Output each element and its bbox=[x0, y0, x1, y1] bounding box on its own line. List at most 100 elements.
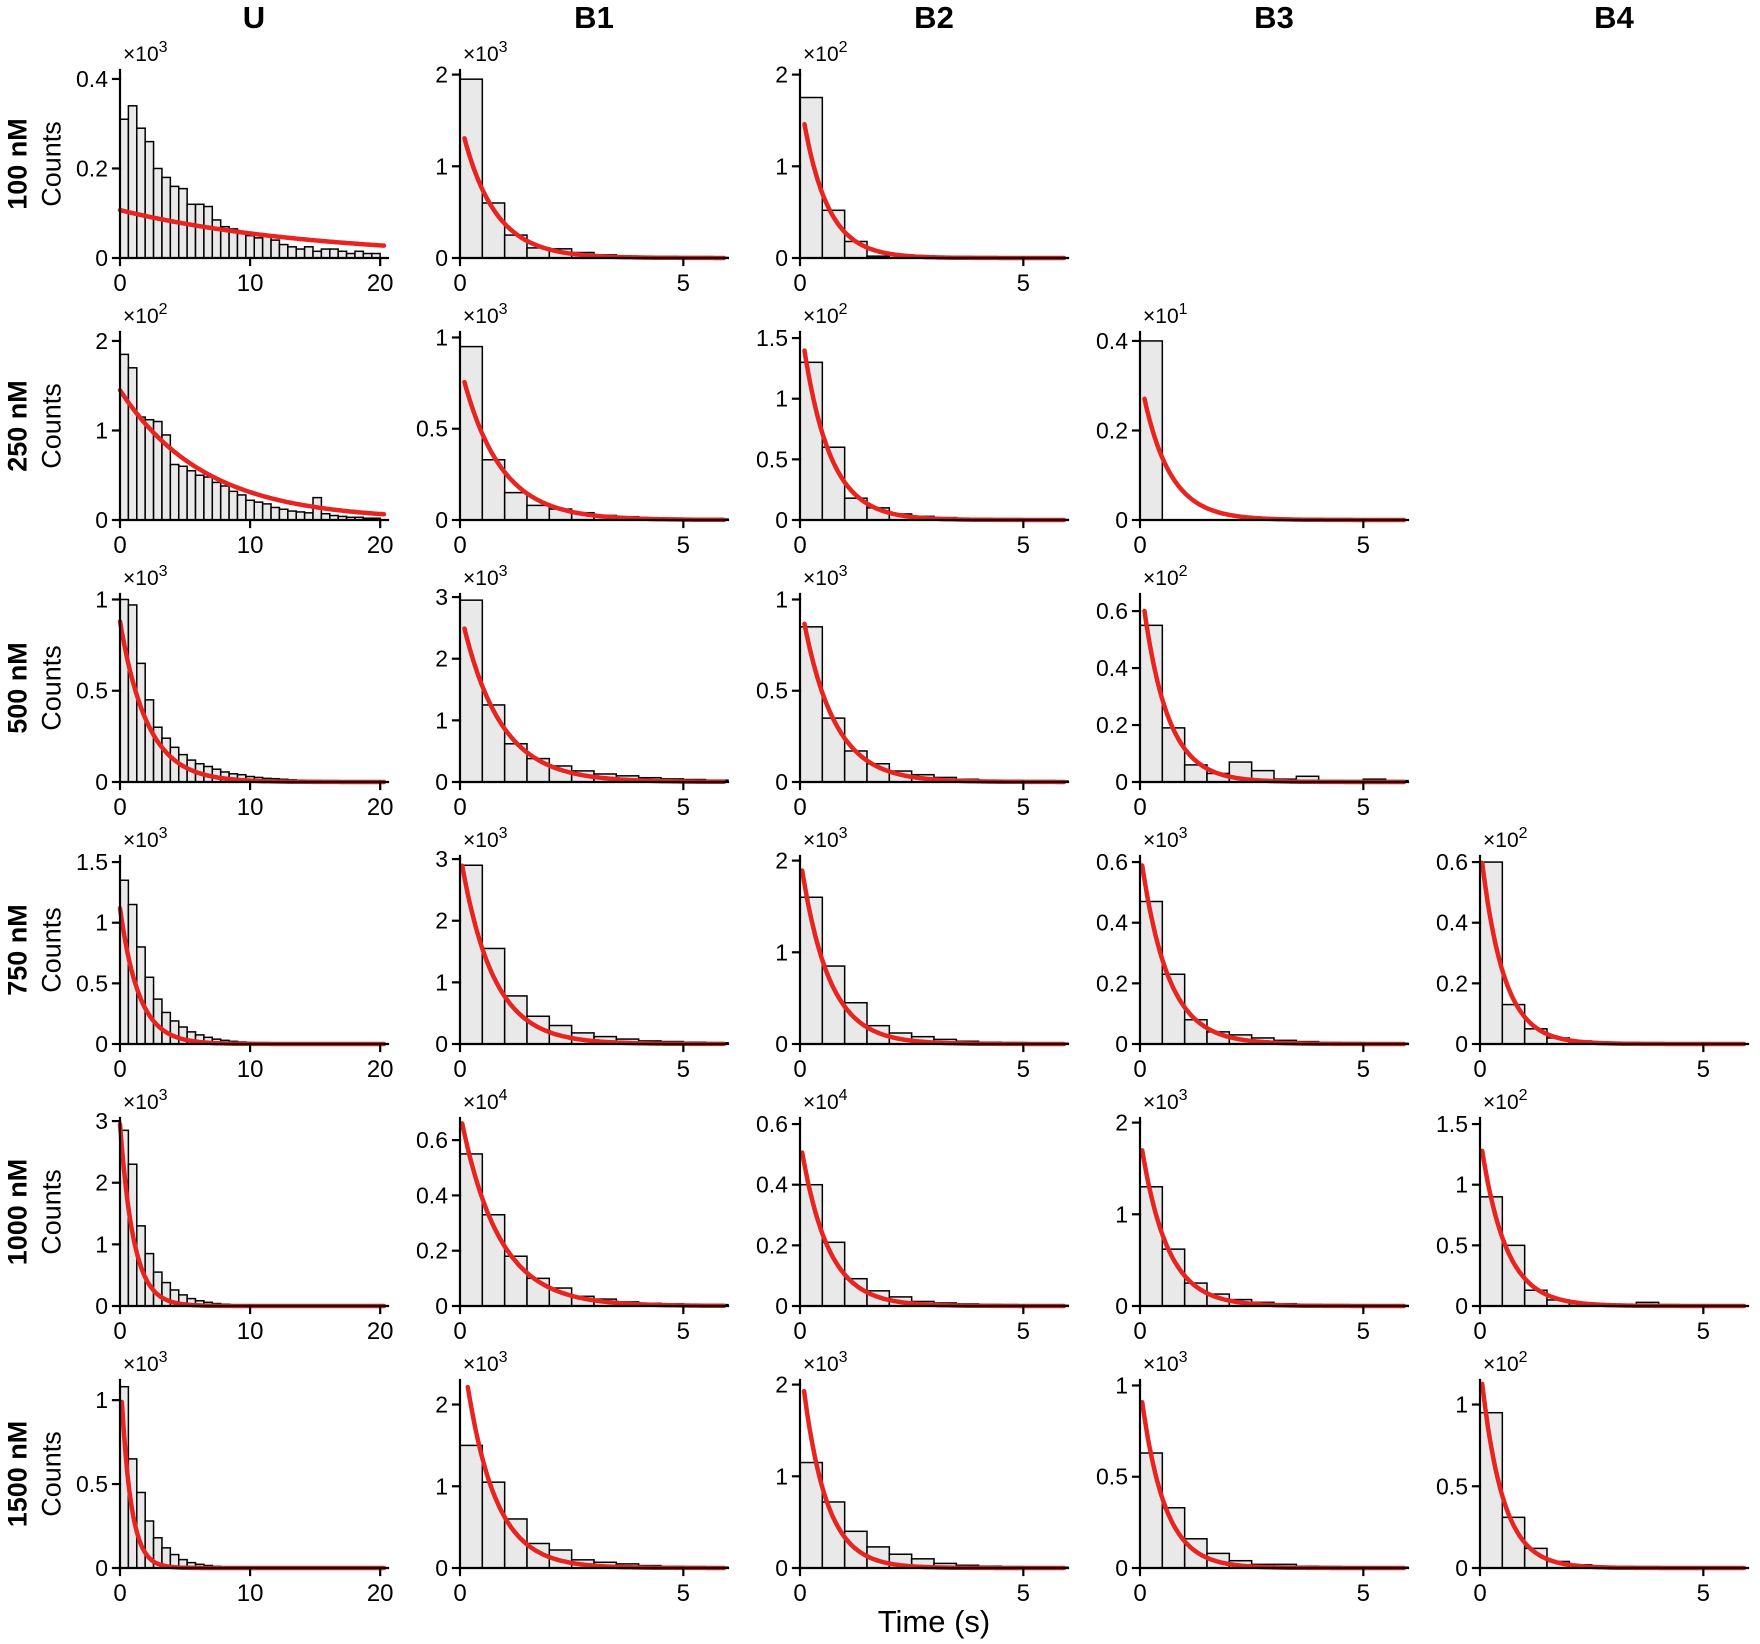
panel-750nM-B1: 0 1 2 3 0 5 ×103 bbox=[435, 825, 730, 1083]
histogram-bar bbox=[278, 508, 289, 521]
histogram-bar bbox=[194, 203, 205, 259]
x-tick-label: 5 bbox=[677, 1056, 690, 1083]
y-tick-label: 0.6 bbox=[416, 1127, 448, 1153]
y-tick-label: 0.5 bbox=[76, 970, 108, 996]
x-tick-label: 5 bbox=[1697, 1056, 1710, 1083]
axes bbox=[1131, 592, 1410, 791]
y-axis-multiplier: ×102 bbox=[803, 39, 848, 66]
row-label-250nM: 250 nM bbox=[2, 380, 33, 472]
axes bbox=[111, 854, 390, 1053]
y-tick-label: 2 bbox=[435, 1392, 448, 1418]
y-axis-multiplier: ×103 bbox=[463, 1349, 508, 1376]
axes bbox=[111, 1116, 390, 1315]
histogram-bar bbox=[127, 105, 138, 259]
y-tick-label: 0.2 bbox=[1096, 417, 1128, 443]
axes bbox=[1131, 330, 1410, 529]
y-tick-label: 0.5 bbox=[76, 678, 108, 704]
histogram-bar bbox=[136, 662, 146, 783]
axes bbox=[451, 1116, 730, 1315]
histogram-bar bbox=[186, 203, 197, 259]
x-tick-label: 0 bbox=[453, 270, 466, 297]
y-tick-label: 2 bbox=[435, 62, 448, 88]
y-tick-label: 0.2 bbox=[756, 1232, 788, 1258]
x-tick-label: 5 bbox=[1017, 1580, 1030, 1607]
y-tick-label: 0 bbox=[1115, 1293, 1128, 1319]
y-tick-label: 0 bbox=[775, 507, 788, 533]
x-tick-label: 5 bbox=[1697, 1318, 1710, 1345]
histogram-bar bbox=[1161, 727, 1186, 783]
column-header-B4: B4 bbox=[1594, 0, 1634, 35]
y-tick-label: 0 bbox=[95, 1293, 108, 1319]
histogram-bar bbox=[287, 246, 297, 259]
x-tick-label: 10 bbox=[237, 270, 264, 297]
y-tick-label: 0 bbox=[775, 1293, 788, 1319]
y-axis-multiplier: ×103 bbox=[463, 39, 508, 66]
y-tick-label: 0.4 bbox=[1096, 328, 1128, 354]
y-axis-multiplier: ×103 bbox=[463, 825, 508, 852]
histogram-bar bbox=[253, 501, 264, 521]
x-tick-label: 20 bbox=[367, 270, 394, 297]
panel-250nM-B3: 0 0.2 0.4 0 5 ×101 bbox=[1096, 301, 1410, 559]
axes bbox=[451, 592, 730, 791]
y-tick-label: 0 bbox=[775, 769, 788, 795]
y-axis-multiplier: ×102 bbox=[1483, 825, 1528, 852]
panel-1500nM-B2: 0 1 2 0 5 ×103 bbox=[775, 1349, 1070, 1607]
histogram-bar bbox=[459, 864, 484, 1045]
x-tick-label: 0 bbox=[1473, 1318, 1486, 1345]
x-tick-label: 0 bbox=[113, 1580, 126, 1607]
x-tick-label: 5 bbox=[1017, 1318, 1030, 1345]
row-label-500nM: 500 nM bbox=[2, 642, 33, 734]
histogram-bar bbox=[261, 503, 272, 521]
panel-750nM-B2: 0 1 2 0 5 ×103 bbox=[775, 825, 1070, 1083]
x-tick-label: 0 bbox=[1133, 1056, 1146, 1083]
x-tick-label: 0 bbox=[453, 1580, 466, 1607]
panel-100nM-B1: 0 1 2 0 5 ×103 bbox=[435, 39, 730, 297]
panel-100nM-B2: 0 1 2 0 5 ×102 bbox=[775, 39, 1070, 297]
column-header-B3: B3 bbox=[1254, 0, 1294, 35]
y-axis-multiplier: ×102 bbox=[1143, 563, 1188, 590]
y-axis-multiplier: ×103 bbox=[803, 563, 848, 590]
panel-750nM-U: 0 0.5 1 1.5 0 10 20 ×103 bbox=[76, 825, 394, 1083]
y-axis-multiplier: ×103 bbox=[123, 563, 168, 590]
histogram-bar bbox=[459, 345, 484, 521]
y-axis-multiplier: ×103 bbox=[1143, 825, 1188, 852]
y-tick-label: 0.4 bbox=[76, 66, 108, 92]
histogram-bar bbox=[194, 474, 205, 521]
panel-1500nM-B3: 0 0.5 1 0 5 ×103 bbox=[1096, 1349, 1410, 1607]
y-tick-label: 1 bbox=[775, 386, 788, 412]
y-tick-label: 1 bbox=[1455, 1172, 1468, 1198]
y-tick-label: 0 bbox=[1455, 1031, 1468, 1057]
panel-750nM-B4: 0 0.2 0.4 0.6 0 5 ×102 bbox=[1436, 825, 1750, 1083]
histogram-bar bbox=[136, 416, 146, 521]
y-tick-label: 0 bbox=[1115, 769, 1128, 795]
x-tick-label: 10 bbox=[237, 794, 264, 821]
histogram-bar bbox=[320, 248, 331, 259]
y-axis-multiplier: ×103 bbox=[803, 825, 848, 852]
row-label-1500nM: 1500 nM bbox=[2, 1420, 33, 1528]
x-tick-label: 0 bbox=[1473, 1580, 1486, 1607]
y-tick-label: 0 bbox=[1455, 1293, 1468, 1319]
x-tick-label: 20 bbox=[367, 794, 394, 821]
panel-1500nM-B1: 0 1 2 0 5 ×103 bbox=[435, 1349, 730, 1607]
y-tick-label: 0.4 bbox=[1436, 910, 1468, 936]
y-tick-label: 1 bbox=[1115, 1372, 1128, 1398]
x-tick-label: 5 bbox=[1357, 1318, 1370, 1345]
y-tick-label: 0 bbox=[1115, 1031, 1128, 1057]
y-tick-label: 1 bbox=[95, 417, 108, 443]
y-axis-multiplier: ×103 bbox=[123, 1349, 168, 1376]
panel-500nM-U: 00.510 10 20×103 bbox=[76, 563, 394, 821]
y-tick-label: 0 bbox=[435, 507, 448, 533]
panel-1000nM-B1: 0 0.2 0.4 0.6 0 5 ×104 bbox=[416, 1087, 730, 1345]
y-tick-label: 0 bbox=[1455, 1555, 1468, 1581]
y-axis-multiplier: ×104 bbox=[463, 1087, 508, 1114]
y-tick-label: 2 bbox=[435, 646, 448, 672]
histogram-bar bbox=[169, 463, 180, 521]
histogram-bar bbox=[127, 367, 138, 521]
x-tick-label: 0 bbox=[453, 1056, 466, 1083]
histogram-bar bbox=[203, 476, 214, 521]
histogram-bar bbox=[821, 717, 846, 783]
y-tick-label: 0 bbox=[775, 245, 788, 271]
y-axis-multiplier: ×104 bbox=[803, 1087, 848, 1114]
axes bbox=[791, 1116, 1070, 1315]
panel-1000nM-B2: 0 0.2 0.4 0.6 0 5 ×104 bbox=[756, 1087, 1070, 1345]
